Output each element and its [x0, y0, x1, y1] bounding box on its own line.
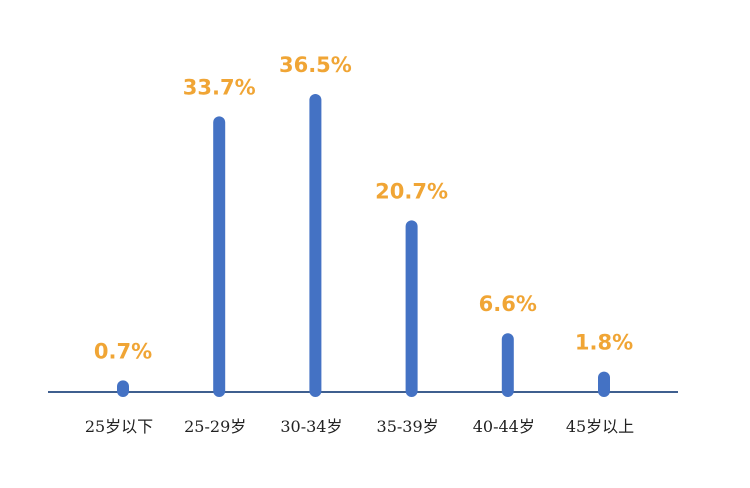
value-label: 6.6%	[479, 292, 537, 316]
x-tick-label: 45岁以上	[566, 417, 634, 436]
x-tick-label: 25岁以下	[85, 417, 153, 436]
value-label: 1.8%	[575, 331, 633, 355]
bar	[117, 380, 129, 397]
bar	[501, 333, 514, 397]
x-tick-label: 30-34岁	[280, 417, 342, 436]
bar	[213, 116, 226, 398]
value-label: 20.7%	[375, 179, 448, 203]
bar	[405, 220, 418, 397]
value-label: 0.7%	[94, 339, 152, 363]
bar	[309, 94, 322, 397]
x-tick-label: 25-29岁	[184, 417, 246, 436]
value-label: 36.5%	[279, 53, 352, 77]
bar	[598, 371, 610, 397]
x-tick-label: 35-39岁	[377, 417, 439, 436]
x-tick-label: 40-44岁	[473, 417, 535, 436]
value-label: 33.7%	[183, 75, 256, 99]
